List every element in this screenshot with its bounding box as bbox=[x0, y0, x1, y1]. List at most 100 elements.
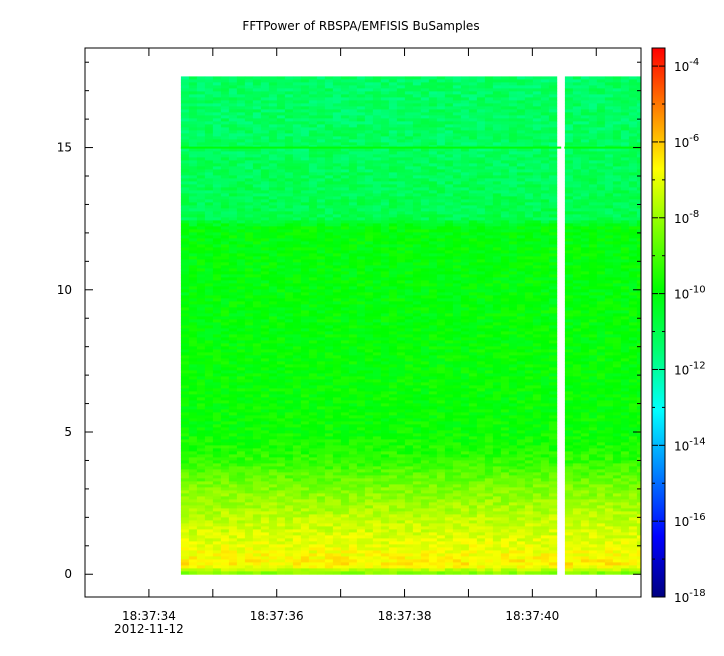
heatmap-cell bbox=[404, 154, 414, 158]
heatmap-cell bbox=[396, 304, 406, 308]
heatmap-cell bbox=[420, 268, 430, 272]
heatmap-cell bbox=[500, 157, 510, 161]
heatmap-cell bbox=[628, 100, 638, 104]
heatmap-cell bbox=[508, 319, 518, 323]
heatmap-cell bbox=[524, 115, 534, 119]
heatmap-cell bbox=[460, 193, 470, 197]
heatmap-cell bbox=[468, 259, 478, 263]
heatmap-cell bbox=[548, 187, 558, 191]
heatmap-cell bbox=[604, 316, 614, 320]
heatmap-cell bbox=[596, 334, 606, 338]
heatmap-cell bbox=[324, 103, 334, 107]
heatmap-cell bbox=[420, 115, 430, 119]
heatmap-cell bbox=[412, 187, 422, 191]
heatmap-cell bbox=[276, 130, 286, 134]
heatmap-cell bbox=[588, 331, 598, 335]
heatmap-cell bbox=[596, 151, 606, 155]
heatmap-cell bbox=[620, 85, 630, 89]
heatmap-cell bbox=[460, 217, 470, 221]
heatmap-cell bbox=[540, 97, 550, 101]
heatmap-cell bbox=[580, 319, 590, 323]
heatmap-cell bbox=[324, 118, 334, 122]
heatmap-cell bbox=[356, 334, 366, 338]
heatmap-cell bbox=[620, 328, 630, 332]
heatmap-cell bbox=[468, 139, 478, 143]
heatmap-cell bbox=[588, 334, 598, 338]
heatmap-cell bbox=[212, 127, 222, 131]
heatmap-cell bbox=[620, 322, 630, 326]
heatmap-cell bbox=[220, 148, 230, 152]
heatmap-cell bbox=[500, 118, 510, 122]
heatmap-cell bbox=[332, 121, 342, 125]
heatmap-cell bbox=[404, 166, 414, 170]
heatmap-cell bbox=[260, 316, 270, 320]
heatmap-cell bbox=[620, 100, 630, 104]
heatmap-cell bbox=[412, 172, 422, 176]
heatmap-cell bbox=[332, 250, 342, 254]
heatmap-cell bbox=[260, 103, 270, 107]
heatmap-cell bbox=[524, 211, 534, 215]
heatmap-cell bbox=[388, 250, 398, 254]
heatmap-cell bbox=[396, 313, 406, 317]
heatmap-cell bbox=[236, 247, 246, 251]
heatmap-cell bbox=[540, 211, 550, 215]
heatmap-cell bbox=[476, 181, 486, 185]
heatmap-cell bbox=[364, 76, 374, 80]
heatmap-cell bbox=[572, 148, 582, 152]
heatmap-cell bbox=[348, 118, 358, 122]
heatmap-cell bbox=[452, 310, 462, 314]
heatmap-cell bbox=[484, 262, 494, 266]
heatmap-cell bbox=[460, 166, 470, 170]
heatmap-cell bbox=[340, 283, 350, 287]
heatmap-cell bbox=[412, 229, 422, 233]
heatmap-cell bbox=[572, 109, 582, 113]
heatmap-cell bbox=[348, 229, 358, 233]
heatmap-cell bbox=[524, 136, 534, 140]
heatmap-cell bbox=[180, 328, 190, 332]
heatmap-cell bbox=[436, 103, 446, 107]
heatmap-cell bbox=[260, 244, 270, 248]
heatmap-cell bbox=[620, 106, 630, 110]
heatmap-cell bbox=[220, 316, 230, 320]
heatmap-cell bbox=[348, 316, 358, 320]
heatmap-cell bbox=[292, 292, 302, 296]
heatmap-cell bbox=[332, 220, 342, 224]
heatmap-cell bbox=[196, 310, 206, 314]
heatmap-cell bbox=[604, 325, 614, 329]
heatmap-cell bbox=[260, 97, 270, 101]
heatmap-cell bbox=[388, 169, 398, 173]
heatmap-cell bbox=[300, 211, 310, 215]
heatmap-cell bbox=[356, 85, 366, 89]
heatmap-cell bbox=[628, 250, 638, 254]
heatmap-cell bbox=[564, 319, 574, 323]
heatmap-cell bbox=[244, 118, 254, 122]
heatmap-cell bbox=[484, 112, 494, 116]
heatmap-cell bbox=[492, 253, 502, 257]
heatmap-cell bbox=[452, 130, 462, 134]
heatmap-cell bbox=[204, 94, 214, 98]
heatmap-cell bbox=[436, 208, 446, 212]
heatmap-cell bbox=[364, 286, 374, 290]
heatmap-cell bbox=[260, 220, 270, 224]
heatmap-cell bbox=[476, 91, 486, 95]
heatmap-cell bbox=[388, 121, 398, 125]
heatmap-cell bbox=[340, 274, 350, 278]
heatmap-cell bbox=[244, 136, 254, 140]
heatmap-cell bbox=[604, 85, 614, 89]
heatmap-cell bbox=[404, 289, 414, 293]
heatmap-cell bbox=[628, 88, 638, 92]
heatmap-cell bbox=[516, 109, 526, 113]
heatmap-cell bbox=[204, 154, 214, 158]
heatmap-cell bbox=[468, 214, 478, 218]
heatmap-cell bbox=[316, 322, 326, 326]
heatmap-cell bbox=[236, 289, 246, 293]
heatmap-cell bbox=[588, 163, 598, 167]
heatmap-cell bbox=[244, 181, 254, 185]
heatmap-cell bbox=[236, 211, 246, 215]
heatmap-cell bbox=[396, 217, 406, 221]
heatmap-cell bbox=[212, 154, 222, 158]
heatmap-cell bbox=[212, 259, 222, 263]
heatmap-cell bbox=[636, 217, 641, 221]
heatmap-cell bbox=[308, 268, 318, 272]
heatmap-cell bbox=[516, 328, 526, 332]
